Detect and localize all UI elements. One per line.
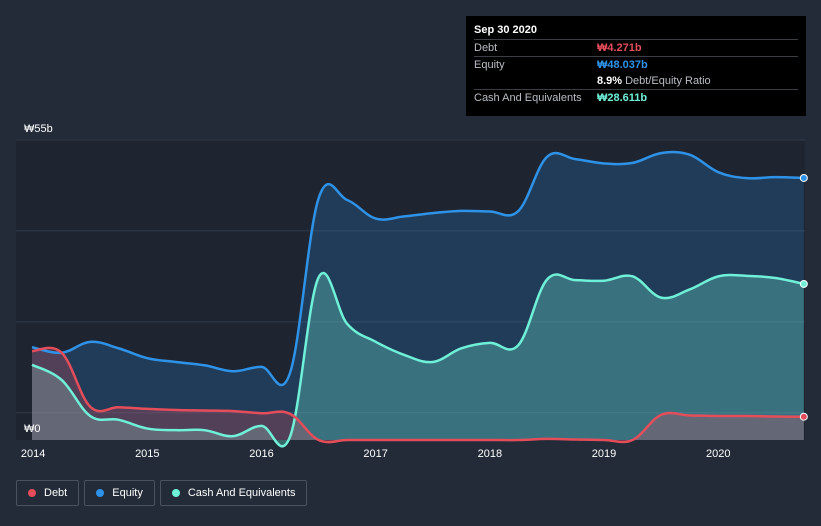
tooltip-debt-label: Debt	[474, 42, 498, 54]
hover-tooltip: Sep 30 2020 Debt ₩4.271b Equity ₩48.037b…	[466, 16, 806, 116]
series-areas	[31, 152, 804, 447]
chart-legend: Debt Equity Cash And Equivalents	[16, 480, 308, 506]
tooltip-debt-value: ₩4.271b	[597, 42, 642, 54]
legend-dot-equity	[96, 489, 105, 497]
tooltip-cash-row: Cash And Equivalents ₩28.611b	[474, 89, 798, 106]
legend-label-cash: Cash And Equivalents	[187, 487, 296, 499]
legend-item-equity[interactable]: Equity	[84, 480, 155, 506]
plot-background	[16, 140, 805, 440]
tooltip-date: Sep 30 2020	[474, 24, 537, 36]
tooltip-equity-label: Equity	[474, 59, 505, 71]
tooltip-ratio-label: Debt/Equity Ratio	[625, 75, 711, 87]
line-equity	[31, 150, 804, 387]
line-debt	[31, 346, 804, 444]
series-end-markers	[799, 173, 808, 421]
tooltip-cash-label: Cash And Equivalents	[474, 92, 582, 104]
end-marker-cash-and-equivalents	[799, 279, 808, 288]
legend-label-equity: Equity	[112, 487, 143, 499]
area-debt	[31, 347, 804, 443]
x-tick-label: 2018	[478, 448, 502, 460]
legend-item-debt[interactable]: Debt	[16, 480, 80, 506]
plot-area	[16, 140, 805, 440]
x-tick-label: 2016	[249, 448, 273, 460]
series-lines	[31, 150, 805, 448]
end-marker-debt	[799, 412, 808, 421]
y-tick-label: ₩55b	[24, 123, 53, 135]
x-tick-label: 2017	[363, 448, 387, 460]
area-equity	[31, 152, 804, 440]
x-tick-label: 2019	[592, 448, 616, 460]
gridlines	[16, 139, 805, 414]
tooltip-equity-row: Equity ₩48.037b	[474, 56, 798, 73]
tooltip-equity-value: ₩48.037b	[597, 59, 648, 71]
tooltip-ratio-spacer	[474, 73, 597, 89]
x-tick-label: 2015	[135, 448, 159, 460]
end-marker-equity	[799, 173, 808, 182]
legend-dot-cash	[171, 489, 180, 497]
tooltip-ratio-value: 8.9%	[597, 75, 623, 87]
x-tick-label: 2020	[706, 448, 730, 460]
legend-dot-debt	[28, 489, 36, 497]
x-axis-labels: 2014 2015 2016 2017 2018 2019 2020	[21, 448, 731, 460]
line-cash-and-equivalents	[31, 272, 805, 448]
x-tick-label: 2014	[21, 448, 45, 460]
legend-item-cash[interactable]: Cash And Equivalents	[159, 480, 308, 506]
y-axis-labels: ₩55b ₩0	[24, 123, 53, 435]
legend-label-debt: Debt	[44, 487, 68, 499]
y-tick-label: ₩0	[24, 423, 41, 435]
area-cash-and-equivalents	[31, 272, 804, 447]
tooltip-cash-value: ₩28.611b	[597, 92, 648, 104]
tooltip-ratio-row: 8.9% Debt/Equity Ratio	[474, 73, 798, 89]
tooltip-debt-row: Debt ₩4.271b	[474, 39, 798, 56]
